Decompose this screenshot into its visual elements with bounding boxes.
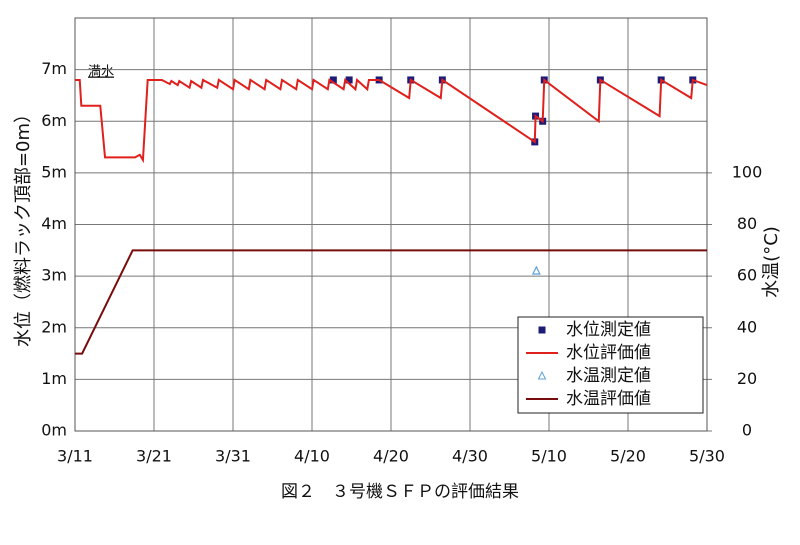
- marker: [329, 76, 337, 84]
- x-tick-label: 4/30: [452, 447, 488, 466]
- y-tick-label: 7m: [41, 59, 67, 78]
- series-line: [75, 77, 708, 164]
- y-tick-label: 0m: [41, 421, 67, 440]
- plot-frame: [74, 17, 708, 432]
- y-tick-label: 2m: [41, 317, 67, 336]
- y2-tick-label: 80: [737, 214, 757, 233]
- y-tick-label: 1m: [41, 369, 67, 388]
- legend-label: 水位測定値: [566, 320, 651, 340]
- x-tick-label: 3/31: [215, 447, 251, 466]
- legend-label: 水温評価値: [566, 389, 651, 409]
- x-tick-label: 3/21: [136, 447, 172, 466]
- x-tick-label: 3/11: [57, 447, 93, 466]
- legend-label: 水位評価値: [566, 343, 651, 363]
- y2-tick-label: 100: [732, 162, 763, 181]
- series-line: [75, 249, 707, 355]
- legend-box: [517, 316, 704, 414]
- y2-tick-label: 0: [742, 421, 752, 440]
- y-tick-label: 3m: [41, 266, 67, 285]
- x-tick-label: 5/20: [610, 447, 646, 466]
- chart-title: 図２ ３号機ＳＦＰの評価結果: [281, 482, 519, 502]
- y2-axis-label: 水温(°C): [761, 226, 782, 298]
- legend-swatch: [538, 326, 546, 334]
- y2-tick-label: 40: [737, 317, 757, 336]
- y-tick-label: 5m: [41, 162, 67, 181]
- marker: [531, 265, 541, 275]
- y-tick-label: 4m: [41, 214, 67, 233]
- y2-tick-label: 20: [737, 369, 757, 388]
- x-tick-label: 4/20: [373, 447, 409, 466]
- x-tick-label: 5/30: [689, 447, 725, 466]
- annotation: 満水: [88, 65, 114, 80]
- y2-tick-label: 60: [737, 266, 757, 285]
- y-axis-label: 水位（燃料ラック頂部=0m）: [13, 105, 34, 347]
- legend-label: 水温測定値: [566, 366, 651, 386]
- x-tick-label: 4/10: [294, 447, 330, 466]
- y-tick-label: 6m: [41, 111, 67, 130]
- marker: [345, 76, 353, 84]
- x-tick-label: 5/10: [531, 447, 567, 466]
- legend-swatch: [537, 370, 547, 380]
